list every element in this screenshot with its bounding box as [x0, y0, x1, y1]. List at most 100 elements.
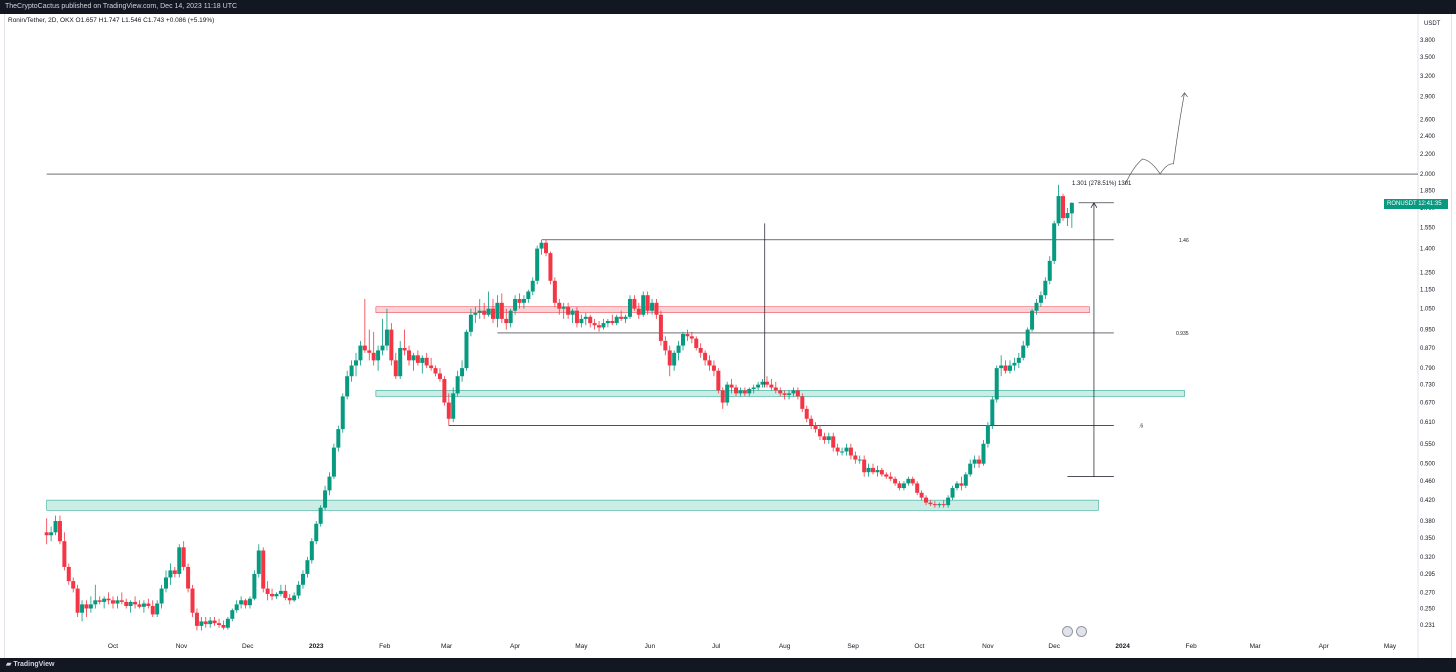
candle-body: [340, 396, 345, 430]
level-label-146: 1.46: [1179, 238, 1189, 244]
candle-body: [292, 595, 297, 601]
us-flag-icon[interactable]: [1076, 626, 1087, 637]
candle: [601, 318, 606, 330]
candle-body: [225, 618, 230, 628]
candle: [574, 306, 579, 328]
candle-body: [893, 478, 898, 484]
candle: [990, 396, 995, 430]
candle-body: [707, 360, 712, 366]
candle: [420, 355, 425, 374]
candle-body: [283, 590, 288, 598]
candle: [853, 451, 858, 464]
candle: [411, 352, 416, 371]
candle-body: [871, 467, 876, 473]
price-tick-label: 0.460: [1420, 479, 1436, 485]
candle: [1052, 220, 1057, 265]
candle-body: [654, 302, 659, 315]
candle: [168, 563, 173, 585]
candle: [128, 600, 133, 613]
price-tick-label: 0.250: [1420, 606, 1436, 612]
candle-body: [402, 347, 407, 351]
candle: [548, 251, 553, 285]
us-flag-icon[interactable]: [1062, 626, 1073, 637]
candle: [959, 476, 964, 491]
candle-body: [1069, 202, 1074, 214]
candle: [844, 443, 849, 456]
candle-body: [49, 532, 54, 536]
candle-body: [504, 318, 509, 324]
candle: [773, 381, 778, 394]
candle: [517, 293, 522, 309]
candle-body: [84, 604, 89, 609]
candle-body: [680, 334, 685, 346]
candle: [292, 592, 297, 602]
tv-logo-icon: ▰: [6, 661, 12, 668]
candle: [521, 295, 526, 309]
time-tick-label: Nov: [982, 643, 994, 650]
candle-body: [230, 610, 235, 619]
candle-body: [539, 242, 544, 249]
candle-body: [137, 604, 142, 607]
candle-body: [853, 455, 858, 460]
time-tick-label: Jun: [645, 643, 656, 650]
candle: [164, 570, 169, 593]
candle: [473, 306, 478, 324]
candle-body: [738, 390, 743, 394]
candle-body: [994, 368, 999, 400]
price-tick-label: 3.500: [1420, 55, 1436, 61]
publish-line: TheCryptoCactus published on TradingView…: [5, 3, 238, 10]
candle: [477, 298, 482, 319]
time-tick-label: May: [575, 643, 588, 650]
candle-body: [817, 429, 822, 437]
candle: [362, 298, 367, 353]
candle-body: [411, 355, 416, 361]
candle-body: [393, 360, 398, 377]
price-tick-label: 2.400: [1420, 134, 1436, 140]
candle-body: [362, 345, 367, 351]
time-tick-label: Apr: [1319, 643, 1330, 650]
projection-path: [1124, 92, 1185, 185]
candle-body: [597, 325, 602, 328]
candle-body: [650, 302, 655, 311]
candle: [729, 378, 734, 394]
candle: [539, 239, 544, 255]
candle: [866, 463, 871, 477]
price-axis-currency: USDT: [1424, 21, 1441, 27]
candle-body: [88, 604, 93, 609]
candle: [561, 302, 566, 319]
tradingview-logo[interactable]: ▰ TradingView: [0, 661, 54, 668]
candle-body: [1052, 223, 1057, 261]
candle: [274, 592, 279, 599]
candle-body: [102, 598, 107, 602]
candle: [384, 308, 389, 351]
price-tick-label: 1.700: [1420, 206, 1436, 212]
price-tick-label: 1.050: [1420, 307, 1436, 313]
candle: [146, 598, 151, 609]
candle: [787, 390, 792, 400]
candle-body: [473, 312, 478, 315]
candle-body: [950, 488, 955, 498]
candle-body: [734, 387, 739, 394]
candle-body: [499, 302, 504, 319]
candle: [437, 368, 442, 382]
candle-body: [552, 280, 557, 303]
candle: [247, 596, 252, 609]
candle: [557, 298, 562, 315]
candle: [429, 357, 434, 371]
candle: [137, 600, 142, 609]
candle-body: [1056, 196, 1061, 224]
candle: [1043, 277, 1048, 299]
candle: [840, 447, 845, 456]
price-chart[interactable]: 1.301 (278.51%) 1301 1.46 0.935 .6 USDT 3.800…: [0, 14, 1456, 658]
candle: [928, 500, 933, 507]
candle: [667, 345, 672, 377]
price-tick-label: 0.790: [1420, 366, 1436, 372]
candle-body: [579, 318, 584, 324]
candle: [1030, 308, 1035, 332]
candle: [97, 596, 102, 605]
candle: [415, 350, 420, 366]
candle: [888, 472, 893, 482]
candle-body: [985, 425, 990, 444]
candle: [676, 340, 681, 361]
candle: [884, 472, 889, 479]
